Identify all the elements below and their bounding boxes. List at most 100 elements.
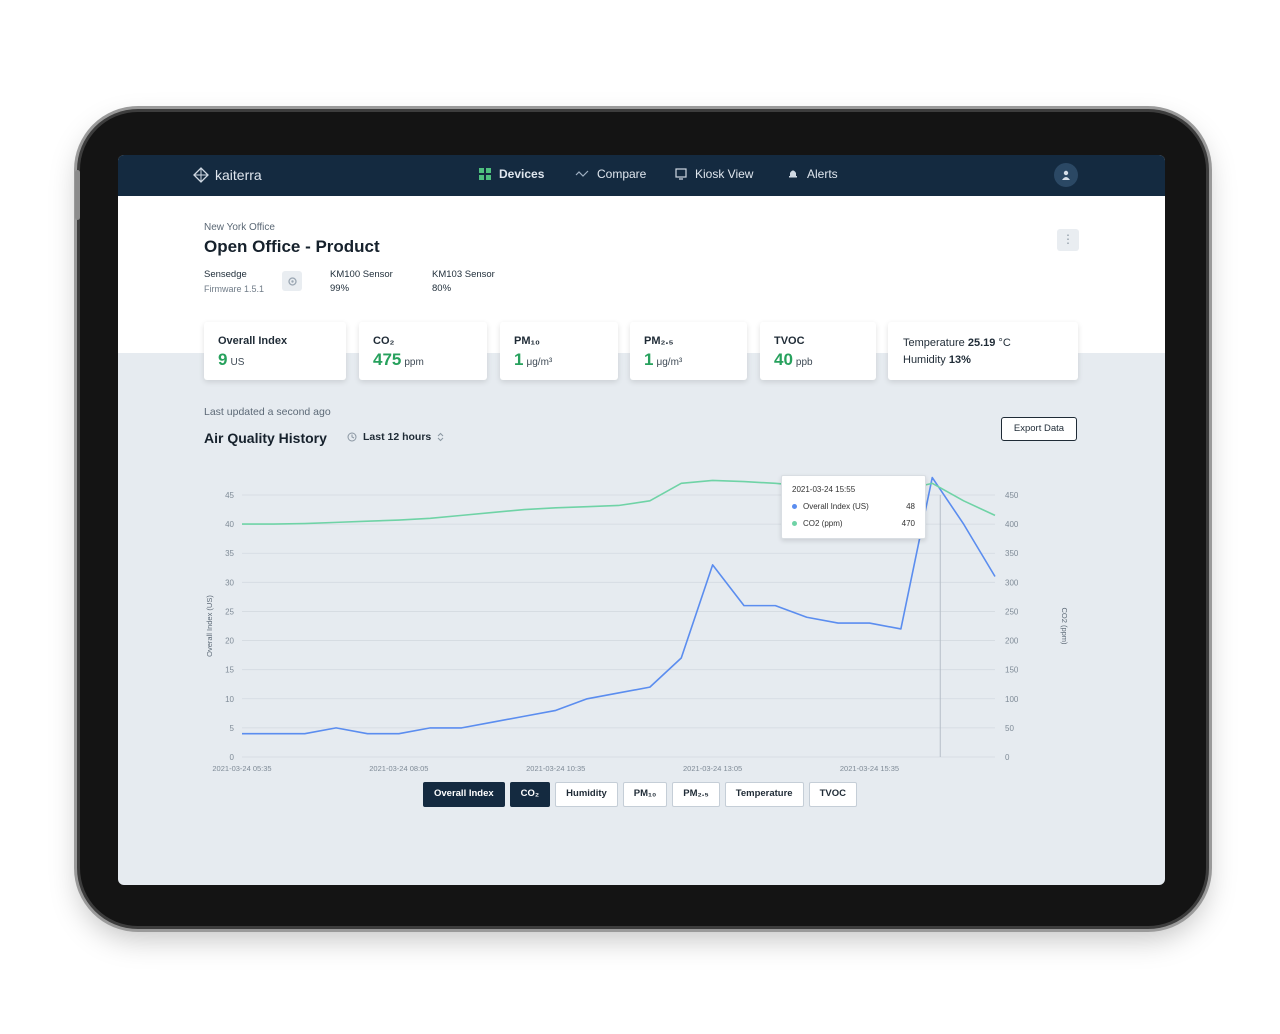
- gear-icon: [287, 276, 297, 286]
- x-tick-label: 2021-03-24 15:35: [840, 764, 899, 773]
- tab-pm10[interactable]: PM₁₀: [622, 782, 668, 807]
- app-screen: kaiterra Devices Compare Kiosk View: [118, 155, 1165, 885]
- nav-alerts-label: Alerts: [807, 167, 838, 181]
- tab-temperature[interactable]: Temperature: [724, 782, 804, 807]
- sensor-name: KM103 Sensor: [432, 269, 495, 280]
- sensor-km100: KM100 Sensor 99%: [330, 268, 393, 296]
- logo-text: kaiterra: [215, 167, 262, 183]
- right-tick-label: 350: [1005, 549, 1019, 558]
- right-tick-label: 0: [1005, 753, 1010, 762]
- nav-compare[interactable]: Compare: [575, 167, 646, 181]
- tooltip-label: CO2 (ppm): [803, 519, 843, 528]
- right-tick-label: 150: [1005, 666, 1019, 675]
- right-tick-label: 50: [1005, 724, 1014, 733]
- logo[interactable]: kaiterra: [192, 166, 262, 184]
- chart-tooltip: 2021-03-24 15:55 Overall Index (US) 48 C…: [781, 475, 926, 539]
- nav-devices[interactable]: Devices: [479, 167, 544, 181]
- tab-co2[interactable]: CO₂: [509, 782, 551, 807]
- user-avatar-button[interactable]: [1054, 163, 1078, 187]
- co2-value: 475: [373, 350, 402, 369]
- left-tick-label: 15: [225, 666, 234, 675]
- pm25-unit: μg/m³: [656, 357, 683, 368]
- temperature-label: Temperature: [903, 337, 965, 349]
- tab-pm25[interactable]: PM₂.₅: [672, 782, 720, 807]
- user-icon: [1062, 170, 1070, 180]
- nav-devices-label: Devices: [499, 167, 545, 181]
- card-pm25[interactable]: PM₂.₅ 1 μg/m³: [630, 322, 747, 380]
- overall-index-line: [242, 476, 996, 735]
- temperature-value: 25.19: [967, 337, 996, 349]
- card-tvoc[interactable]: TVOC 40 ppb: [760, 322, 876, 380]
- card-label: CO₂: [373, 335, 395, 347]
- tvoc-unit: ppb: [795, 357, 813, 368]
- co2-unit: ppm: [404, 357, 424, 368]
- nav-alerts[interactable]: Alerts: [787, 167, 838, 181]
- y-axis-right-label: CO2 (ppm): [1060, 607, 1069, 645]
- nav-compare-label: Compare: [597, 167, 647, 181]
- overall-unit: US: [230, 357, 245, 368]
- metric-tabs: Overall Index CO₂ Humidity PM₁₀ PM₂.₅ Te…: [423, 782, 857, 807]
- sensor-firmware: Firmware 1.5.1: [204, 284, 265, 294]
- card-value: 40 ppb: [774, 350, 813, 370]
- bell-icon: [789, 170, 797, 178]
- card-pm10[interactable]: PM₁₀ 1 μg/m³: [500, 322, 618, 380]
- tooltip-value: 48: [906, 502, 915, 511]
- tvoc-value: 40: [774, 350, 793, 369]
- left-tick-label: 5: [230, 724, 235, 733]
- more-options-button[interactable]: ⋮: [1057, 229, 1079, 251]
- card-overall-index[interactable]: Overall Index 9 US: [204, 322, 346, 380]
- sensor-km103: KM103 Sensor 80%: [432, 268, 495, 296]
- time-range-label: Last 12 hours: [363, 431, 432, 443]
- left-tick-label: 25: [225, 607, 234, 616]
- location-label: New York Office: [204, 222, 275, 233]
- tab-overall-index[interactable]: Overall Index: [423, 782, 505, 807]
- sensor-battery: 80%: [432, 283, 452, 294]
- card-label: Overall Index: [218, 335, 288, 347]
- humidity-line: Humidity 13%: [903, 354, 971, 366]
- tab-humidity[interactable]: Humidity: [555, 782, 618, 807]
- left-tick-label: 0: [230, 753, 235, 762]
- humidity-label: Humidity: [903, 354, 946, 366]
- clock-icon: [347, 432, 357, 442]
- kaiterra-logo-icon: [193, 167, 209, 183]
- sensor-settings-button[interactable]: [282, 271, 302, 291]
- compare-icon: [575, 170, 589, 177]
- tooltip-label: Overall Index (US): [803, 502, 869, 511]
- left-tick-label: 45: [225, 491, 234, 500]
- air-quality-chart[interactable]: 0510152025303540450501001502002503003504…: [200, 473, 1075, 775]
- card-label: TVOC: [774, 335, 805, 347]
- left-tick-label: 20: [225, 637, 234, 646]
- kiosk-icon: [675, 168, 687, 180]
- card-value: 1 μg/m³: [644, 350, 682, 370]
- left-tick-label: 40: [225, 520, 234, 529]
- x-tick-label: 2021-03-24 10:35: [526, 764, 585, 773]
- page-title: Open Office - Product: [204, 237, 380, 256]
- sensor-sensedge: Sensedge Firmware 1.5.1: [204, 268, 264, 296]
- x-tick-label: 2021-03-24 05:35: [212, 764, 271, 773]
- tooltip-value: 470: [901, 519, 915, 528]
- tooltip-row-co2: CO2 (ppm) 470: [792, 519, 915, 528]
- overall-dot-icon: [792, 504, 797, 509]
- left-tick-label: 30: [225, 578, 234, 587]
- right-tick-label: 100: [1005, 695, 1019, 704]
- pm10-value: 1: [514, 350, 524, 369]
- tooltip-row-overall: Overall Index (US) 48: [792, 502, 915, 511]
- pm10-unit: μg/m³: [526, 357, 553, 368]
- export-data-button[interactable]: Export Data: [1001, 417, 1077, 441]
- history-title: Air Quality History: [204, 430, 327, 446]
- nav-kiosk[interactable]: Kiosk View: [675, 167, 753, 181]
- left-tick-label: 35: [225, 549, 234, 558]
- tab-tvoc[interactable]: TVOC: [808, 782, 857, 807]
- tooltip-time: 2021-03-24 15:55: [792, 485, 856, 494]
- card-temp-humidity[interactable]: Temperature 25.19 °C Humidity 13%: [888, 322, 1078, 380]
- right-tick-label: 400: [1005, 520, 1019, 529]
- top-nav: kaiterra Devices Compare Kiosk View: [118, 155, 1165, 196]
- time-range-select[interactable]: Last 12 hours: [347, 431, 444, 443]
- x-tick-label: 2021-03-24 08:05: [369, 764, 428, 773]
- more-dots-icon: ⋮: [1062, 232, 1074, 246]
- humidity-value: 13%: [948, 354, 971, 366]
- temperature-line: Temperature 25.19 °C: [903, 337, 1011, 349]
- sensor-name: KM100 Sensor: [330, 269, 393, 280]
- x-tick-label: 2021-03-24 13:05: [683, 764, 742, 773]
- card-co2[interactable]: CO₂ 475 ppm: [359, 322, 487, 380]
